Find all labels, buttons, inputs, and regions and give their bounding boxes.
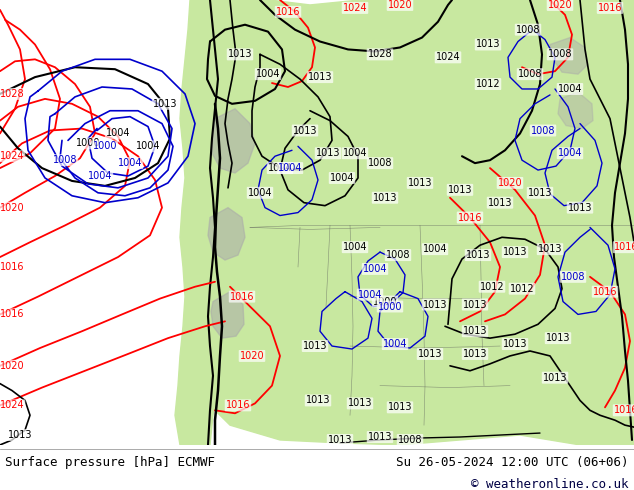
Text: 1008: 1008 [518,69,542,79]
Text: 1008: 1008 [368,158,392,168]
Text: 1000: 1000 [93,141,117,151]
Text: 1013: 1013 [448,185,472,195]
Text: 1028: 1028 [368,49,392,59]
Text: 1004: 1004 [330,173,354,183]
Text: 1016: 1016 [276,7,301,17]
Text: 1013: 1013 [538,244,562,254]
Polygon shape [488,356,522,420]
Text: 1013: 1013 [306,395,330,405]
Text: 1013: 1013 [568,203,592,213]
Polygon shape [175,0,260,445]
Text: 1008: 1008 [531,125,555,136]
Text: 1020: 1020 [548,0,573,10]
Text: 1013: 1013 [328,435,353,445]
Text: 1000: 1000 [378,301,402,312]
Text: 1013: 1013 [8,430,32,440]
Text: 1024: 1024 [0,151,24,161]
Text: 1013: 1013 [373,193,398,203]
Text: 1012: 1012 [476,79,500,89]
Text: 1008: 1008 [385,250,410,260]
Text: 1004: 1004 [106,128,130,139]
Text: 1004: 1004 [87,171,112,181]
Text: 1013: 1013 [293,125,317,136]
Text: 1013: 1013 [476,40,500,49]
Text: 1004: 1004 [256,69,280,79]
Text: 1008: 1008 [548,49,573,59]
Text: 1013: 1013 [408,178,432,188]
Text: 1020: 1020 [240,351,264,361]
Text: 1004: 1004 [343,242,367,252]
Text: 1024: 1024 [0,400,24,410]
Text: 1013: 1013 [228,49,252,59]
Text: 1000: 1000 [373,296,398,307]
Text: 1013: 1013 [303,341,327,351]
Text: 1012: 1012 [480,282,504,292]
Text: 1008: 1008 [515,24,540,35]
Text: 1004: 1004 [248,188,272,198]
Text: Surface pressure [hPa] ECMWF: Surface pressure [hPa] ECMWF [5,456,215,468]
Text: 1016: 1016 [598,3,622,13]
Text: 1004: 1004 [268,163,292,173]
Polygon shape [208,208,245,260]
Text: 1008: 1008 [560,272,585,282]
Text: 1013: 1013 [316,148,340,158]
Text: 1020: 1020 [498,178,522,188]
Text: 1000: 1000 [75,138,100,148]
Text: 1013: 1013 [418,349,443,359]
Text: 1008: 1008 [398,435,422,445]
Text: 1016: 1016 [226,400,250,410]
Text: 1004: 1004 [358,290,382,300]
Text: 1013: 1013 [527,188,552,198]
Text: 1020: 1020 [0,361,24,371]
Text: 1013: 1013 [543,373,567,383]
Text: 1004: 1004 [136,141,160,151]
Text: 1013: 1013 [488,197,512,208]
Text: 1004: 1004 [278,163,302,173]
Text: 1004: 1004 [363,264,387,274]
Text: Su 26-05-2024 12:00 UTC (06+06): Su 26-05-2024 12:00 UTC (06+06) [396,456,629,468]
Text: 1020: 1020 [0,203,24,213]
Text: 1013: 1013 [388,402,412,413]
Text: 1013: 1013 [463,326,488,336]
Text: 1024: 1024 [436,52,460,62]
Text: 1016: 1016 [458,213,482,222]
Text: 1028: 1028 [0,89,24,99]
Text: 1004: 1004 [558,84,582,94]
Text: 1004: 1004 [118,158,142,168]
Text: 1004: 1004 [558,148,582,158]
Text: 1004: 1004 [423,244,447,254]
Text: 1016: 1016 [0,262,24,272]
Text: 1013: 1013 [463,299,488,310]
Text: 1013: 1013 [348,398,372,408]
Text: 1013: 1013 [153,99,178,109]
Text: © weatheronline.co.uk: © weatheronline.co.uk [472,478,629,490]
Text: 1016: 1016 [614,242,634,252]
Text: 1013: 1013 [546,333,570,343]
Polygon shape [195,0,634,445]
Text: 1013: 1013 [368,432,392,442]
Text: 1016: 1016 [614,405,634,416]
Polygon shape [212,109,255,173]
Text: 1024: 1024 [343,3,367,13]
Text: 1013: 1013 [463,349,488,359]
Text: 1016: 1016 [0,309,24,319]
Text: 1008: 1008 [53,155,77,165]
Text: 1013: 1013 [307,72,332,82]
Text: 1016: 1016 [230,292,254,302]
Text: 1013: 1013 [423,299,447,310]
Text: 1016: 1016 [593,287,618,296]
Polygon shape [558,92,593,128]
Text: 1013: 1013 [503,339,527,349]
Text: 1012: 1012 [510,284,534,294]
Polygon shape [410,0,634,144]
Text: 1013: 1013 [466,250,490,260]
Text: 1020: 1020 [387,0,412,10]
Polygon shape [550,38,588,74]
Polygon shape [211,292,244,338]
Text: 1004: 1004 [383,339,407,349]
Text: 1004: 1004 [343,148,367,158]
Text: 1013: 1013 [503,247,527,257]
